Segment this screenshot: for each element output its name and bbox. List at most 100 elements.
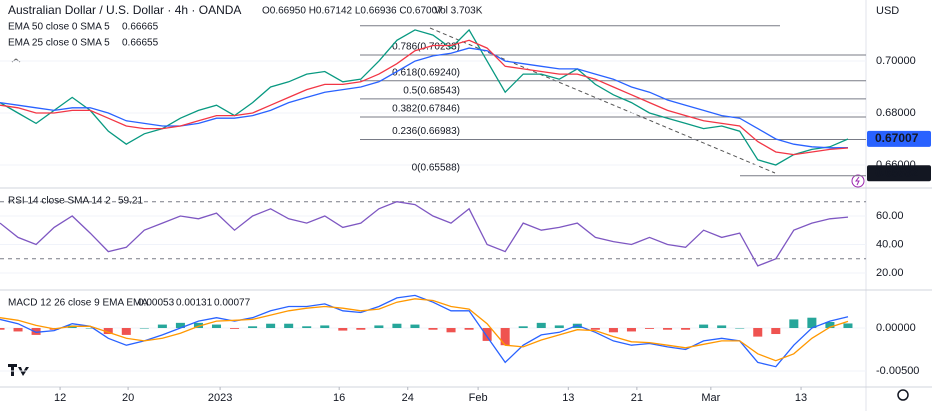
legend-value: 0.66665 xyxy=(122,22,159,33)
histogram-bar xyxy=(644,328,655,329)
histogram-bar xyxy=(590,328,600,330)
alert-circle xyxy=(851,174,865,188)
histogram-bar xyxy=(825,321,835,329)
histogram-bar xyxy=(13,328,23,332)
x-tick-label: 24 xyxy=(402,392,414,404)
legend-name: EMA 25 close 0 SMA 5 xyxy=(8,38,110,49)
indicator-value: 0.00131 xyxy=(176,298,213,309)
histogram-bar xyxy=(85,328,95,329)
pane: 0.660000.680000.700000.786(0.70233)0.618… xyxy=(0,3,931,182)
histogram-bar xyxy=(266,323,276,329)
histogram-bar xyxy=(789,319,799,329)
series-line xyxy=(0,39,849,156)
histogram-bar xyxy=(320,325,330,329)
pane: -0.00500 0.00000 MACD 12 26 close 9 EMA EM… xyxy=(0,294,919,377)
histogram-bar xyxy=(843,323,853,329)
trend-line xyxy=(429,27,776,174)
gear-icon xyxy=(897,389,909,401)
histogram-bar xyxy=(175,322,185,329)
logo-shape xyxy=(8,364,29,376)
histogram-bar xyxy=(302,326,312,329)
histogram-bar xyxy=(284,323,294,329)
alert-icon[interactable] xyxy=(851,174,865,188)
price-badge-label: 0.65682 xyxy=(875,165,919,179)
series-line xyxy=(0,298,849,362)
settings-gear[interactable] xyxy=(897,389,909,401)
y-tick-label: 40.00 xyxy=(876,238,904,250)
legend-name: EMA 50 close 0 SMA 5 xyxy=(8,22,110,33)
indicator-value: 0.00077 xyxy=(214,298,251,309)
x-tick-label: 21 xyxy=(631,392,643,404)
histogram-bar xyxy=(626,328,636,332)
legend-value: 0.66655 xyxy=(122,38,159,49)
histogram-bar xyxy=(699,324,709,329)
tradingview-logo[interactable] xyxy=(8,364,29,376)
histogram-bar xyxy=(31,328,41,335)
histogram-bar xyxy=(392,323,402,329)
x-tick-label: 16 xyxy=(333,392,345,404)
y-tick-label: 0.00000 xyxy=(876,322,916,334)
histogram-bar xyxy=(338,328,348,331)
x-tick-label: 20 xyxy=(122,392,134,404)
alert-bolt xyxy=(855,176,860,186)
histogram-bar xyxy=(374,325,384,329)
histogram-bar xyxy=(554,325,564,329)
histogram-bar xyxy=(0,328,5,330)
histogram-bar xyxy=(157,324,167,329)
histogram-bar xyxy=(717,325,727,329)
x-tick-label: 12 xyxy=(54,392,66,404)
indicator-value: 59.21 xyxy=(118,196,143,207)
histogram-bar xyxy=(753,328,763,337)
pane: 20.00 40.00 60.00 RSI 14 close SMA 14 2 59.2… xyxy=(0,196,904,279)
histogram-bar xyxy=(248,326,258,329)
histogram-bar xyxy=(193,322,203,329)
fib-label: 0.5(0.68543) xyxy=(403,86,460,97)
histogram-bar xyxy=(410,324,420,329)
indicator-value: 0.00053 xyxy=(138,298,175,309)
x-tick-label: 2023 xyxy=(208,392,232,404)
histogram-bar xyxy=(536,322,546,329)
histogram-bar xyxy=(446,328,456,333)
fib-label: 0.618(0.69240) xyxy=(392,67,460,78)
x-tick-label: Feb xyxy=(469,392,488,404)
histogram-bar xyxy=(807,317,817,329)
histogram-bar xyxy=(663,328,673,330)
histogram-bar xyxy=(103,328,113,335)
series-line xyxy=(0,294,849,368)
y-tick-label: 20.00 xyxy=(876,267,904,279)
pane-title: RSI 14 close SMA 14 2 xyxy=(8,196,111,207)
y-tick-label: 0.68000 xyxy=(876,107,916,119)
currency: USD xyxy=(876,5,899,17)
histogram-bar xyxy=(771,328,781,335)
series-line xyxy=(0,28,849,166)
histogram-bar xyxy=(139,328,149,329)
histogram-bar xyxy=(608,328,618,333)
fib-label: 0.382(0.67846) xyxy=(392,104,460,115)
series-line xyxy=(0,201,849,267)
fib-label: 0.236(0.66983) xyxy=(392,126,460,137)
y-tick-label: 60.00 xyxy=(876,210,904,222)
histogram-bar xyxy=(482,328,492,341)
volume: Vol 3.703K xyxy=(434,6,483,17)
x-tick-label: 13 xyxy=(795,392,807,404)
x-tick-label: Mar xyxy=(701,392,720,404)
pane-title: MACD 12 26 close 9 EMA EMA xyxy=(8,298,148,309)
histogram-bar xyxy=(211,324,222,329)
histogram-bar xyxy=(735,328,745,329)
histogram-bar xyxy=(230,328,240,329)
y-tick-label: 0.70000 xyxy=(876,55,916,67)
y-tick-label: -0.00500 xyxy=(876,365,919,377)
histogram-bar xyxy=(356,328,366,330)
histogram-bar xyxy=(121,328,131,335)
histogram-bar xyxy=(428,328,438,330)
ohlc-values: O0.66950 H0.67142 L0.66936 C0.67007 xyxy=(262,6,443,17)
histogram-bar xyxy=(518,326,528,329)
price-badge-label: 0.67007 xyxy=(875,131,919,145)
price-badge xyxy=(867,130,931,147)
histogram-bar xyxy=(500,328,510,346)
histogram-bar xyxy=(464,328,474,330)
series-line xyxy=(0,47,849,149)
fib-label: 0(0.65588) xyxy=(412,162,460,173)
